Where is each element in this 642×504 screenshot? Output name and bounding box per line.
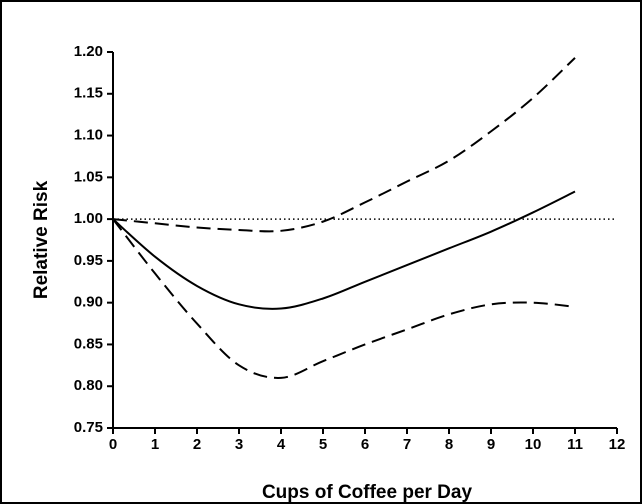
x-tick-label: 9 [487,436,495,453]
x-tick-label: 1 [151,436,159,453]
y-tick-label: 1.15 [74,85,103,102]
y-tick-label: 0.80 [74,377,103,394]
y-tick-label: 1.10 [74,127,103,144]
x-tick-label: 10 [525,436,542,453]
x-tick-label: 7 [403,436,411,453]
x-tick-label: 11 [567,436,583,453]
y-tick-label: 1.20 [74,43,103,60]
x-tick-label: 4 [277,436,286,453]
x-tick-label: 8 [445,436,453,453]
x-tick-label: 2 [193,436,201,453]
x-tick-label: 6 [361,436,369,453]
data-line [112,218,576,379]
y-tick-label: 0.90 [74,294,103,311]
y-tick-label: 0.95 [74,252,103,269]
x-tick-label: 3 [235,436,243,453]
x-tick-label: 0 [109,436,117,453]
y-axis-label: Relative Risk [31,180,52,299]
y-tick-label: 0.75 [74,419,103,436]
x-tick-label: 5 [319,436,327,453]
y-tick-label: 1.05 [74,168,103,185]
y-tick-label: 1.00 [74,210,103,227]
x-axis-label: Cups of Coffee per Day [262,482,473,503]
x-tick-label: 12 [609,436,626,453]
data-line [112,190,576,310]
y-tick-label: 0.85 [74,335,103,352]
data-line [112,57,576,233]
